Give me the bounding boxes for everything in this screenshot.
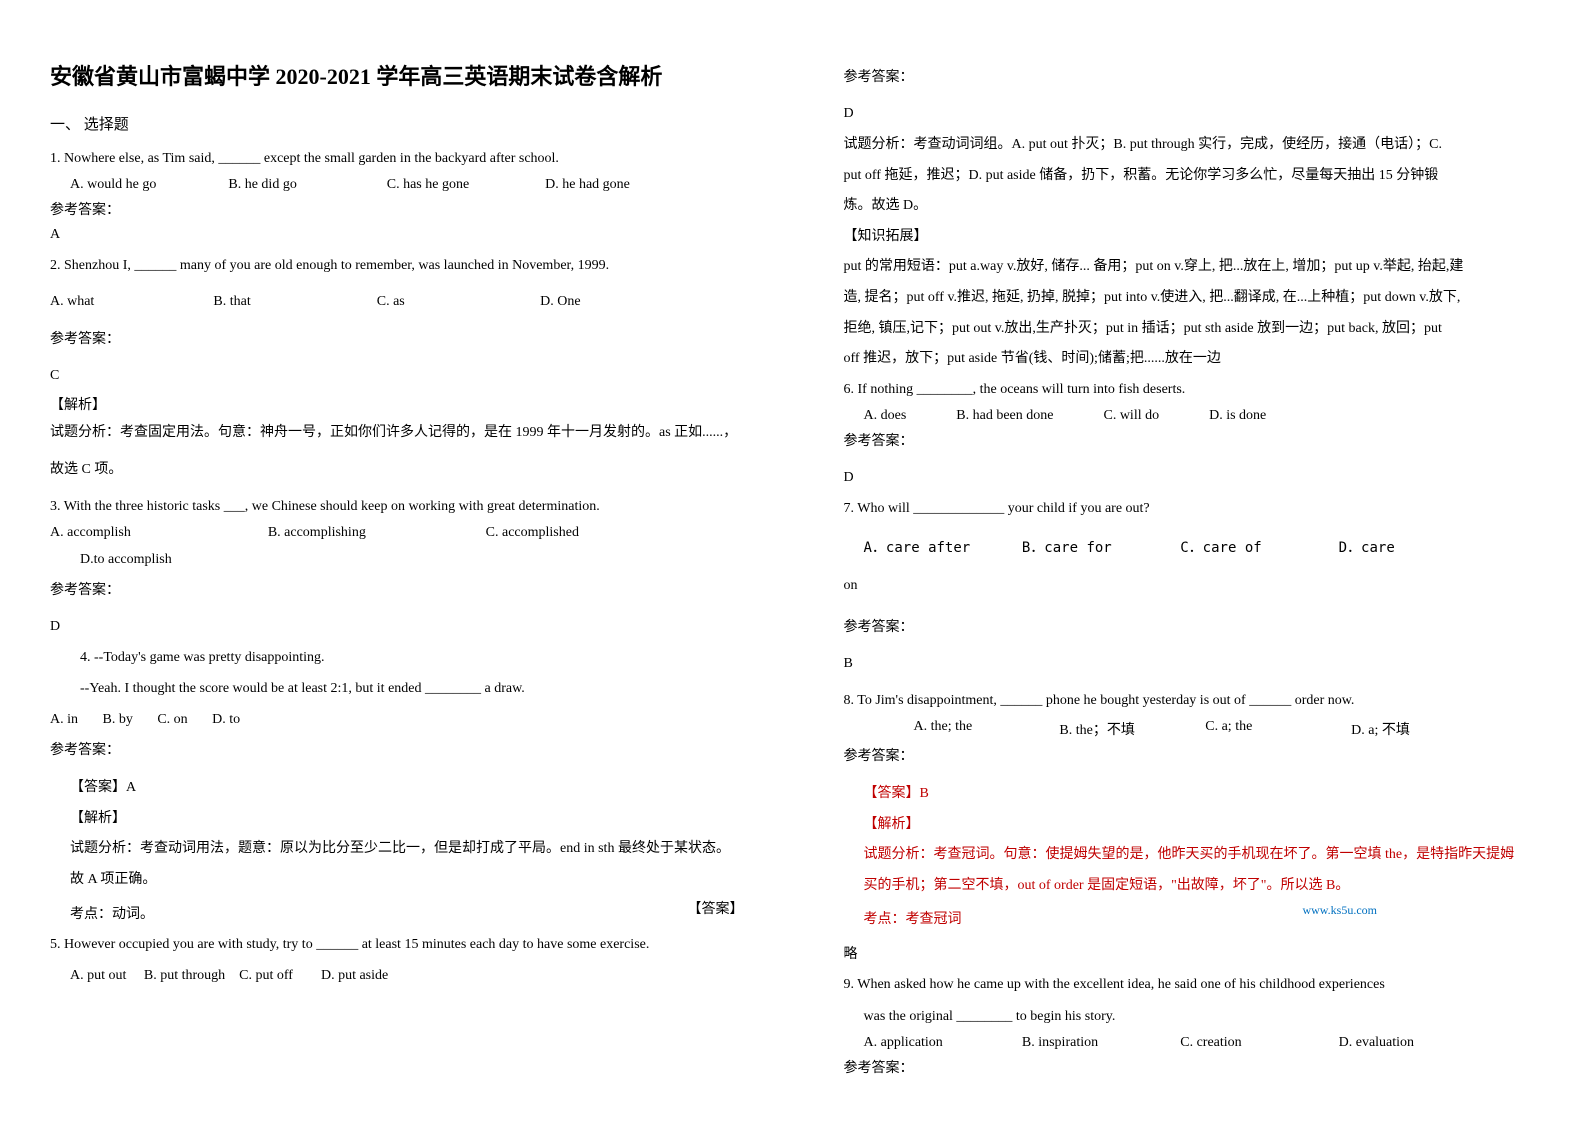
q2-choices: A. what B. that C. as D. One (50, 294, 744, 310)
q1-choice-c: C. has he gone (387, 177, 545, 193)
q6-choice-b: B. had been done (956, 408, 1053, 424)
q8-exp1: 试题分析：考查冠词。句意：使提姆失望的是，他昨天买的手机现在坏了。第一空填 th… (844, 842, 1538, 869)
q1-choice-a: A. would he go (70, 177, 228, 193)
q7-ans-label: 参考答案： (844, 616, 1538, 636)
q2-text: 2. Shenzhou I, ______ many of you are ol… (50, 253, 744, 278)
q8-ans-tag: 【答案】B (844, 781, 1538, 808)
q4-text1: 4. --Today's game was pretty disappointi… (50, 645, 744, 672)
q6-text: 6. If nothing ________, the oceans will … (844, 377, 1538, 402)
q2-exp2: 故选 C 项。 (50, 457, 744, 484)
q2-exp-label: 【解析】 (50, 394, 744, 414)
q5-exp2: put off 拖延，推迟；D. put aside 储备，扔下，积蓄。无论你学… (844, 163, 1538, 190)
q6-choices: A. does B. had been done C. will do D. i… (844, 408, 1538, 424)
q4-choices: A. in B. by C. on D. to (50, 707, 744, 734)
q3-choice-c: C. accomplished (486, 525, 704, 541)
q8-link: www.ks5u.com (1302, 903, 1377, 938)
q3-ans-label: 参考答案： (50, 579, 744, 599)
q2-ans-label: 参考答案： (50, 328, 744, 348)
q3-choice-d: D.to accomplish (50, 547, 744, 574)
q8-text: 8. To Jim's disappointment, ______ phone… (844, 688, 1538, 713)
q9-text2: was the original ________ to begin his s… (844, 1004, 1538, 1029)
q5-choices: A. put out B. put through C. put off D. … (50, 963, 744, 990)
q3-choices: A. accomplish B. accomplishing C. accomp… (50, 525, 744, 541)
q9-text1: 9. When asked how he came up with the ex… (844, 972, 1538, 997)
q4-exp-label: 【解析】 (50, 806, 744, 833)
q9-choice-c: C. creation (1180, 1035, 1338, 1051)
q6-ans-label: 参考答案： (844, 430, 1538, 450)
q3-choice-a: A. accomplish (50, 525, 268, 541)
q7-choice-b: B．care for (1022, 537, 1180, 557)
q3-text: 3. With the three historic tasks ___, we… (50, 494, 744, 519)
q8-exp-label: 【解析】 (844, 812, 1538, 839)
q7-choice-d: D．care (1339, 537, 1497, 557)
q9-ans-label: 参考答案： (844, 1057, 1538, 1077)
section-header: 一、 选择题 (50, 113, 744, 134)
q2-choice-b: B. that (213, 294, 376, 310)
q5-ans-label: 参考答案： (844, 66, 1538, 86)
q1-ans: A (50, 227, 744, 243)
q6-choice-d: D. is done (1209, 408, 1266, 424)
q2-choice-a: A. what (50, 294, 213, 310)
q8-choice-c: C. a; the (1205, 719, 1351, 739)
q5-exp1: 试题分析：考查动词词组。A. put out 扑灭；B. put through… (844, 132, 1538, 159)
q5-ans: D (844, 106, 1538, 122)
q7-choice-a: A．care after (864, 537, 1022, 557)
q6-ans: D (844, 470, 1538, 486)
q3-ans: D (50, 619, 744, 635)
q2-ans: C (50, 368, 744, 384)
q6-choice-a: A. does (864, 408, 907, 424)
q8-choice-a: A. the; the (914, 719, 1060, 739)
q8-point: 考点：考查冠词 (844, 907, 962, 934)
q7-on: on (844, 573, 1538, 600)
q5-text: 5. However occupied you are with study, … (50, 932, 744, 957)
q9-choice-d: D. evaluation (1339, 1035, 1497, 1051)
q7-text: 7. Who will _____________ your child if … (844, 496, 1538, 521)
ext1: put 的常用短语：put a.way v.放好, 储存... 备用；put o… (844, 254, 1538, 281)
q3-choice-b: B. accomplishing (268, 525, 486, 541)
q2-choice-c: C. as (377, 294, 540, 310)
q8-exp2: 买的手机；第二空不填，out of order 是固定短语，"出故障，坏了"。所… (844, 873, 1538, 900)
q2-choice-d: D. One (540, 294, 703, 310)
q5-exp3: 炼。故选 D。 (844, 193, 1538, 220)
q1-ans-label: 参考答案： (50, 199, 744, 219)
q8-ans-label: 参考答案： (844, 745, 1538, 765)
q9-choices: A. application B. inspiration C. creatio… (864, 1035, 1538, 1051)
q4-ans-label: 参考答案： (50, 739, 744, 759)
q8-choices: A. the; the B. the；不填 C. a; the D. a; 不填 (864, 719, 1538, 739)
q9-choice-b: B. inspiration (1022, 1035, 1180, 1051)
q7-ans: B (844, 656, 1538, 672)
q1-choice-b: B. he did go (228, 177, 386, 193)
q4-ans-tag: 【答案】A (50, 775, 744, 802)
page-title: 安徽省黄山市富蝎中学 2020-2021 学年高三英语期末试卷含解析 (50, 60, 744, 93)
q8-brief: 略 (844, 942, 1538, 969)
q1-choices: A. would he go B. he did go C. has he go… (70, 177, 744, 193)
q7-choice-c: C．care of (1180, 537, 1338, 557)
ext3: 拒绝, 镇压,记下；put out v.放出,生产扑灭；put in 插话；pu… (844, 316, 1538, 343)
q6-choice-c: C. will do (1103, 408, 1159, 424)
q4-point: 考点：动词。 (50, 902, 154, 929)
q4-text2: --Yeah. I thought the score would be at … (50, 676, 744, 703)
ext2: 造, 提名；put off v.推迟, 拖延, 扔掉, 脱掉；put into … (844, 285, 1538, 312)
q9-choice-a: A. application (864, 1035, 1022, 1051)
q4-ans-mark: 【答案】 (688, 898, 744, 933)
q1-text: 1. Nowhere else, as Tim said, ______ exc… (50, 146, 744, 171)
q7-choices: A．care after B．care for C．care of D．care (864, 537, 1538, 557)
q2-exp: 试题分析：考查固定用法。句意：神舟一号，正如你们许多人记得的，是在 1999 年… (50, 420, 744, 447)
ext-label: 【知识拓展】 (844, 224, 1538, 251)
q4-exp2: 故 A 项正确。 (50, 867, 744, 894)
q1-choice-d: D. he had gone (545, 177, 703, 193)
q4-exp: 试题分析：考查动词用法，题意：原以为比分至少二比一，但是却打成了平局。end i… (50, 836, 744, 863)
ext4: off 推迟，放下；put aside 节省(钱、时间);储蓄;把......放… (844, 346, 1538, 373)
q8-choice-b: B. the；不填 (1059, 719, 1205, 739)
q8-choice-d: D. a; 不填 (1351, 719, 1497, 739)
